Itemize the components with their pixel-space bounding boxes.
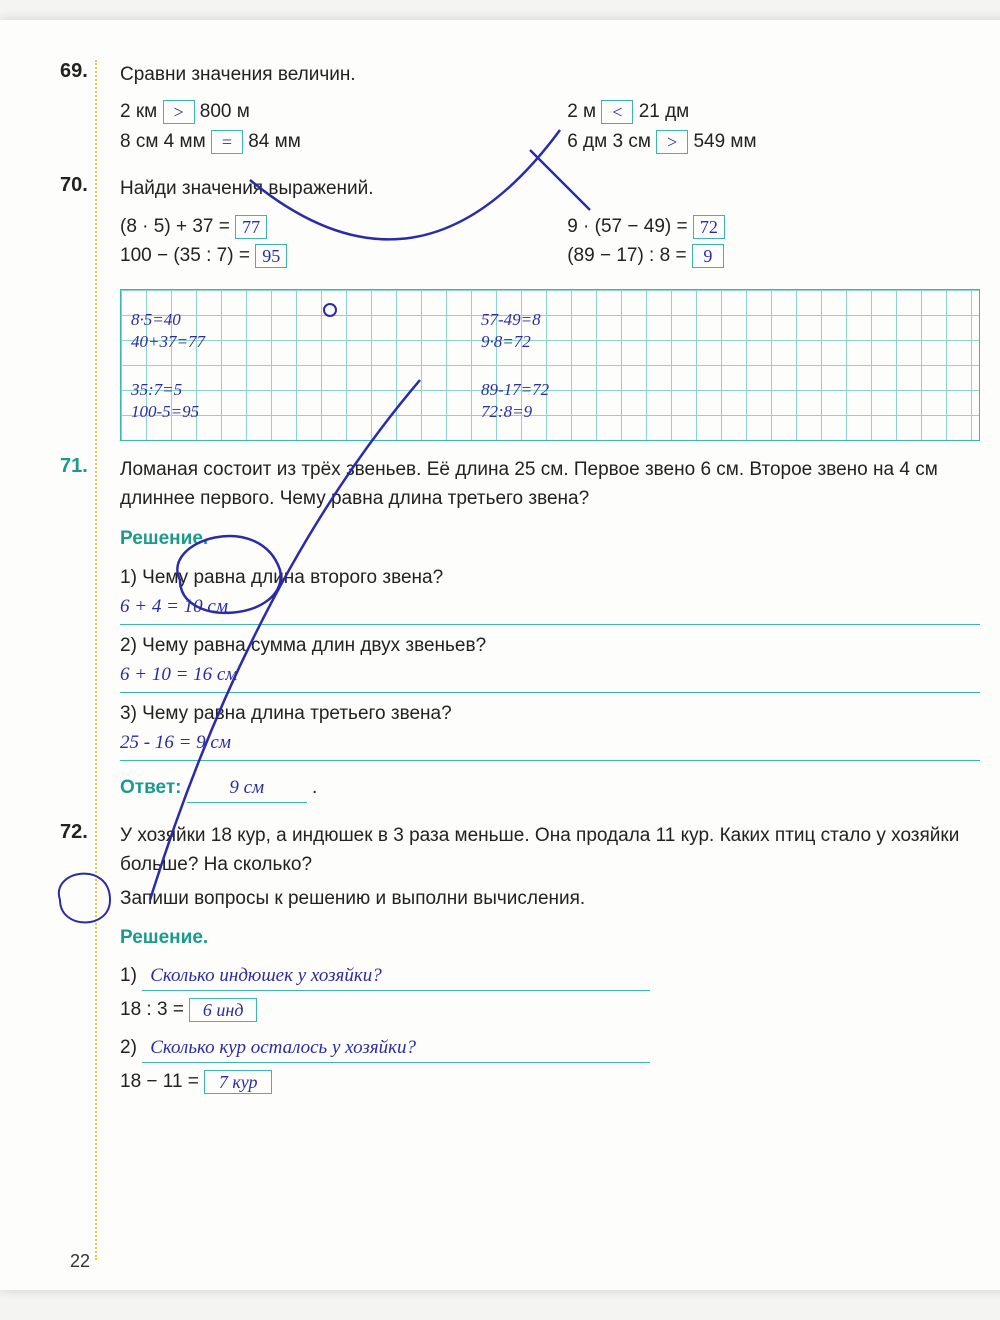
question: 3) Чему равна длина третьего звена? <box>120 699 980 728</box>
expr-row: (89 − 17) : 8 = 9 <box>567 241 980 270</box>
problem-number: 71. <box>60 455 120 803</box>
work-line: 35:7=5 <box>131 380 182 400</box>
workbook-page: 69. Сравни значения величин. 2 км > 800 … <box>0 20 1000 1290</box>
handwritten-answer: 6 + 4 = 10 см <box>120 592 980 621</box>
final-answer: 9 см <box>187 773 307 803</box>
problem-body: У хозяйки 18 кур, а индюшек в 3 раза мен… <box>120 821 980 1097</box>
answer-box: 72 <box>693 215 725 239</box>
step-number: 1) <box>120 965 137 986</box>
expression: 9 · (57 − 49) = <box>567 216 687 237</box>
answer-row: Ответ: 9 см . <box>120 773 980 803</box>
rhs: 549 мм <box>693 131 756 152</box>
expression: (8 · 5) + 37 = <box>120 216 230 237</box>
compare-row: 2 км > 800 м <box>120 97 533 126</box>
step-row: 2) Сколько кур осталось у хозяйки? <box>120 1033 980 1063</box>
expression: (89 − 17) : 8 = <box>567 245 686 266</box>
prompt: Найди значения выражений. <box>120 174 980 203</box>
expression: 18 : 3 = <box>120 999 184 1020</box>
expr-row: (8 · 5) + 37 = 77 <box>120 212 533 241</box>
margin-line <box>95 60 97 1260</box>
lhs: 2 км <box>120 101 157 122</box>
solution-heading: Решение. <box>120 923 980 952</box>
handwritten-question: Сколько индюшек у хозяйки? <box>142 961 650 991</box>
compare-row: 6 дм 3 см > 549 мм <box>567 127 980 156</box>
problem-text: Ломаная состоит из трёх звеньев. Её длин… <box>120 455 980 514</box>
work-line: 72:8=9 <box>481 402 532 422</box>
problem-69: 69. Сравни значения величин. 2 км > 800 … <box>60 60 980 156</box>
compare-row: 8 см 4 мм = 84 мм <box>120 127 533 156</box>
instruction: Запиши вопросы к решению и выполни вычис… <box>120 884 980 913</box>
rule-line <box>120 624 980 625</box>
calc-row: 18 : 3 = 6 инд <box>120 995 980 1024</box>
answer-box: 95 <box>255 244 287 268</box>
problem-body: Ломаная состоит из трёх звеньев. Её длин… <box>120 455 980 803</box>
lhs: 6 дм 3 см <box>567 131 651 152</box>
work-grid: 8·5=40 40+37=77 35:7=5 100-5=95 57-49=8 … <box>120 289 980 441</box>
work-line: 57-49=8 <box>481 310 541 330</box>
question: 1) Чему равна длина второго звена? <box>120 563 980 592</box>
answer-box: 6 инд <box>189 998 257 1022</box>
work-line: 100-5=95 <box>131 402 199 422</box>
step-number: 2) <box>120 1037 137 1058</box>
expression: 18 − 11 = <box>120 1071 199 1092</box>
rule-line <box>120 692 980 693</box>
lhs: 2 м <box>567 101 596 122</box>
compare-row: 2 м < 21 дм <box>567 97 980 126</box>
prompt: Сравни значения величин. <box>120 60 980 89</box>
question: 2) Чему равна сумма длин двух звеньев? <box>120 631 980 660</box>
work-line: 40+37=77 <box>131 332 205 352</box>
page-number: 22 <box>70 1251 90 1272</box>
step-row: 1) Сколько индюшек у хозяйки? <box>120 961 980 991</box>
solution-heading: Решение. <box>120 524 980 553</box>
problem-72: 72. У хозяйки 18 кур, а индюшек в 3 раза… <box>60 821 980 1097</box>
problem-body: Найди значения выражений. (8 · 5) + 37 =… <box>120 174 980 270</box>
expr-row: 9 · (57 − 49) = 72 <box>567 212 980 241</box>
compare-box: = <box>211 130 243 154</box>
calc-row: 18 − 11 = 7 кур <box>120 1067 980 1096</box>
problem-70: 70. Найди значения выражений. (8 · 5) + … <box>60 174 980 270</box>
compare-box: < <box>601 100 633 124</box>
work-line: 89-17=72 <box>481 380 549 400</box>
handwritten-answer: 25 - 16 = 9 см <box>120 728 980 757</box>
work-line: 9·8=72 <box>481 332 531 352</box>
problem-text: У хозяйки 18 кур, а индюшек в 3 раза мен… <box>120 821 980 880</box>
compare-box: > <box>656 130 688 154</box>
lhs: 8 см 4 мм <box>120 131 206 152</box>
rule-line <box>120 760 980 761</box>
work-line: 8·5=40 <box>131 310 181 330</box>
expression: 100 − (35 : 7) = <box>120 245 250 266</box>
compare-box: > <box>163 100 195 124</box>
handwritten-question: Сколько кур осталось у хозяйки? <box>142 1033 650 1063</box>
problem-number: 69. <box>60 60 120 156</box>
problem-number: 72. <box>60 821 120 1097</box>
handwritten-answer: 6 + 10 = 16 см <box>120 660 980 689</box>
rhs: 21 дм <box>639 101 690 122</box>
problem-number: 70. <box>60 174 120 270</box>
answer-box: 7 кур <box>204 1070 272 1094</box>
problem-71: 71. Ломаная состоит из трёх звеньев. Её … <box>60 455 980 803</box>
answer-box: 77 <box>235 215 267 239</box>
rhs: 84 мм <box>248 131 301 152</box>
answer-box: 9 <box>692 244 724 268</box>
problem-body: Сравни значения величин. 2 км > 800 м 8 … <box>120 60 980 156</box>
expr-row: 100 − (35 : 7) = 95 <box>120 241 533 270</box>
rhs: 800 м <box>200 101 250 122</box>
answer-label: Ответ: <box>120 777 181 798</box>
